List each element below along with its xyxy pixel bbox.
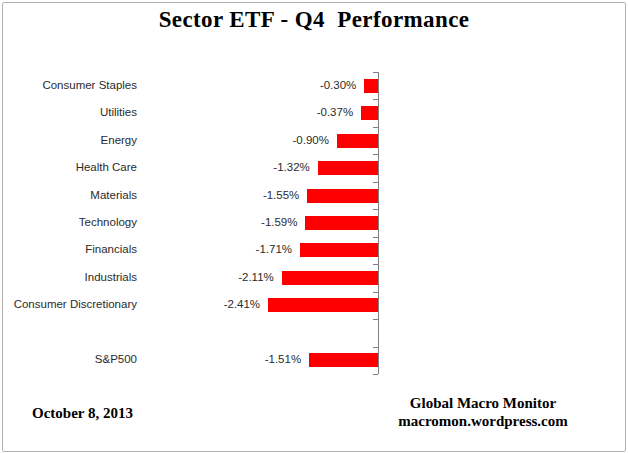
bar-Industrials	[282, 271, 378, 285]
bar-Utilities	[361, 106, 378, 120]
bar-Financials	[300, 243, 378, 257]
value-label: -2.11%	[214, 271, 274, 283]
category-label: Materials	[6, 189, 137, 201]
credit-line-2: macromon.wordpress.com	[383, 412, 583, 430]
footer-credit: Global Macro Monitor macromon.wordpress.…	[383, 394, 583, 430]
bar-Consumer Staples	[364, 79, 378, 93]
value-label: -2.41%	[200, 298, 260, 310]
footer-date: October 8, 2013	[32, 404, 133, 423]
category-label: Consumer Staples	[6, 79, 137, 91]
axis-tick	[373, 319, 378, 320]
bar-S&P500	[309, 353, 378, 367]
bar-Consumer Discretionary	[268, 298, 378, 312]
category-label: Consumer Discretionary	[6, 298, 137, 310]
category-label: S&P500	[6, 353, 137, 365]
value-label: -1.32%	[250, 161, 310, 173]
axis-tick	[373, 347, 378, 348]
axis-tick	[373, 237, 378, 238]
axis-tick	[373, 154, 378, 155]
axis-tick	[373, 209, 378, 210]
category-label: Utilities	[6, 106, 137, 118]
category-label: Financials	[6, 243, 137, 255]
axis-tick	[373, 99, 378, 100]
chart-page: Sector ETF - Q4 Performance Consumer Sta…	[0, 0, 628, 453]
y-axis-line	[378, 72, 379, 374]
axis-tick	[373, 182, 378, 183]
value-label: -1.71%	[232, 243, 292, 255]
chart-title: Sector ETF - Q4 Performance	[0, 7, 628, 33]
value-label: -0.37%	[293, 106, 353, 118]
value-label: -0.90%	[269, 134, 329, 146]
axis-tick	[373, 127, 378, 128]
axis-tick	[373, 72, 378, 73]
category-label: Health Care	[6, 161, 137, 173]
category-label: Technology	[6, 216, 137, 228]
axis-tick	[373, 374, 378, 375]
value-label: -1.59%	[237, 216, 297, 228]
axis-tick	[373, 292, 378, 293]
bar-Materials	[307, 189, 378, 203]
value-label: -1.55%	[239, 189, 299, 201]
bar-Technology	[305, 216, 378, 230]
axis-tick	[373, 264, 378, 265]
bar-Energy	[337, 134, 378, 148]
value-label: -1.51%	[241, 353, 301, 365]
category-label: Industrials	[6, 271, 137, 283]
bar-Health Care	[318, 161, 378, 175]
value-label: -0.30%	[296, 79, 356, 91]
category-label: Energy	[6, 134, 137, 146]
credit-line-1: Global Macro Monitor	[383, 394, 583, 412]
